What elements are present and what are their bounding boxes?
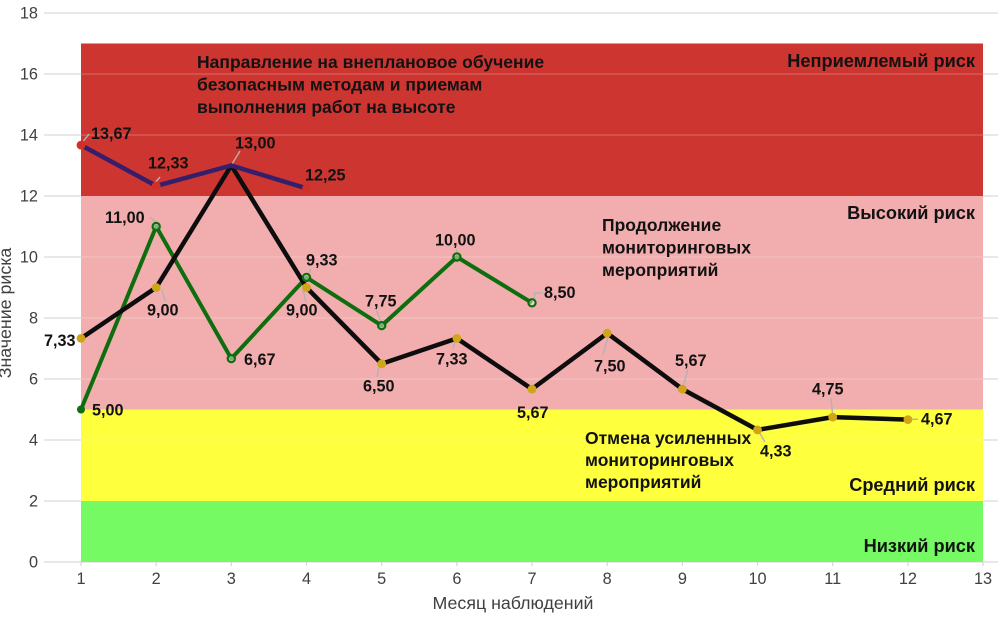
svg-text:2: 2 bbox=[152, 570, 161, 588]
svg-text:7,33: 7,33 bbox=[44, 332, 76, 350]
svg-text:4: 4 bbox=[29, 432, 38, 450]
svg-text:1: 1 bbox=[76, 570, 85, 588]
svg-text:6,50: 6,50 bbox=[363, 378, 395, 396]
svg-text:4,75: 4,75 bbox=[812, 381, 844, 399]
svg-text:12,33: 12,33 bbox=[148, 155, 189, 173]
svg-text:Средний риск: Средний риск bbox=[849, 475, 976, 495]
svg-text:10: 10 bbox=[20, 249, 38, 267]
svg-text:4: 4 bbox=[302, 570, 311, 588]
svg-text:11: 11 bbox=[824, 570, 841, 588]
svg-text:8: 8 bbox=[603, 570, 612, 588]
svg-text:Направление на внеплановое обу: Направление на внеплановое обучение bbox=[197, 52, 544, 72]
svg-text:10,00: 10,00 bbox=[435, 232, 476, 250]
svg-text:Продолжение: Продолжение bbox=[602, 215, 721, 235]
svg-text:7,75: 7,75 bbox=[365, 293, 397, 311]
svg-text:6: 6 bbox=[29, 371, 38, 389]
svg-text:7,50: 7,50 bbox=[594, 358, 626, 376]
svg-text:18: 18 bbox=[20, 5, 38, 23]
svg-text:мероприятий: мероприятий bbox=[602, 260, 718, 280]
svg-text:Высокий риск: Высокий риск bbox=[847, 203, 976, 223]
svg-text:10: 10 bbox=[748, 570, 766, 588]
svg-text:мониторинговых: мониторинговых bbox=[585, 450, 734, 470]
svg-text:2: 2 bbox=[29, 493, 38, 511]
svg-text:12,25: 12,25 bbox=[305, 167, 346, 185]
svg-text:8: 8 bbox=[29, 310, 38, 328]
svg-text:9,00: 9,00 bbox=[286, 302, 318, 320]
svg-text:4,33: 4,33 bbox=[760, 443, 792, 461]
svg-text:Месяц наблюдений: Месяц наблюдений bbox=[433, 593, 594, 613]
svg-text:0: 0 bbox=[29, 554, 38, 572]
svg-text:13: 13 bbox=[974, 570, 992, 588]
svg-text:4,67: 4,67 bbox=[921, 411, 953, 429]
svg-text:5,00: 5,00 bbox=[92, 402, 124, 420]
svg-text:5,67: 5,67 bbox=[675, 352, 707, 370]
svg-text:6: 6 bbox=[452, 570, 461, 588]
svg-text:7: 7 bbox=[527, 570, 536, 588]
svg-text:13,00: 13,00 bbox=[235, 135, 276, 153]
svg-text:мероприятий: мероприятий bbox=[585, 472, 701, 492]
svg-text:7,33: 7,33 bbox=[436, 351, 468, 369]
svg-text:6,67: 6,67 bbox=[244, 351, 276, 369]
svg-text:16: 16 bbox=[20, 66, 38, 84]
svg-text:3: 3 bbox=[227, 570, 236, 588]
svg-text:12: 12 bbox=[20, 188, 38, 206]
svg-text:Низкий риск: Низкий риск bbox=[864, 536, 976, 556]
svg-text:12: 12 bbox=[899, 570, 917, 588]
svg-text:9,00: 9,00 bbox=[147, 302, 179, 320]
svg-text:5,67: 5,67 bbox=[517, 404, 549, 422]
svg-text:мониторинговых: мониторинговых bbox=[602, 238, 751, 258]
svg-text:выполнения работ на высоте: выполнения работ на высоте bbox=[197, 97, 456, 117]
svg-text:9: 9 bbox=[678, 570, 687, 588]
svg-text:Значение риска: Значение риска bbox=[0, 248, 15, 379]
svg-text:11,00: 11,00 bbox=[105, 209, 145, 227]
svg-text:безопасным методам и приемам: безопасным методам и приемам bbox=[197, 75, 482, 95]
svg-text:Неприемлемый риск: Неприемлемый риск bbox=[787, 51, 976, 71]
svg-text:8,50: 8,50 bbox=[544, 284, 576, 302]
svg-text:14: 14 bbox=[20, 127, 38, 145]
svg-text:9,33: 9,33 bbox=[306, 252, 338, 270]
svg-text:13,67: 13,67 bbox=[91, 125, 132, 143]
svg-text:Отмена усиленных: Отмена усиленных bbox=[585, 428, 752, 448]
svg-text:5: 5 bbox=[377, 570, 386, 588]
